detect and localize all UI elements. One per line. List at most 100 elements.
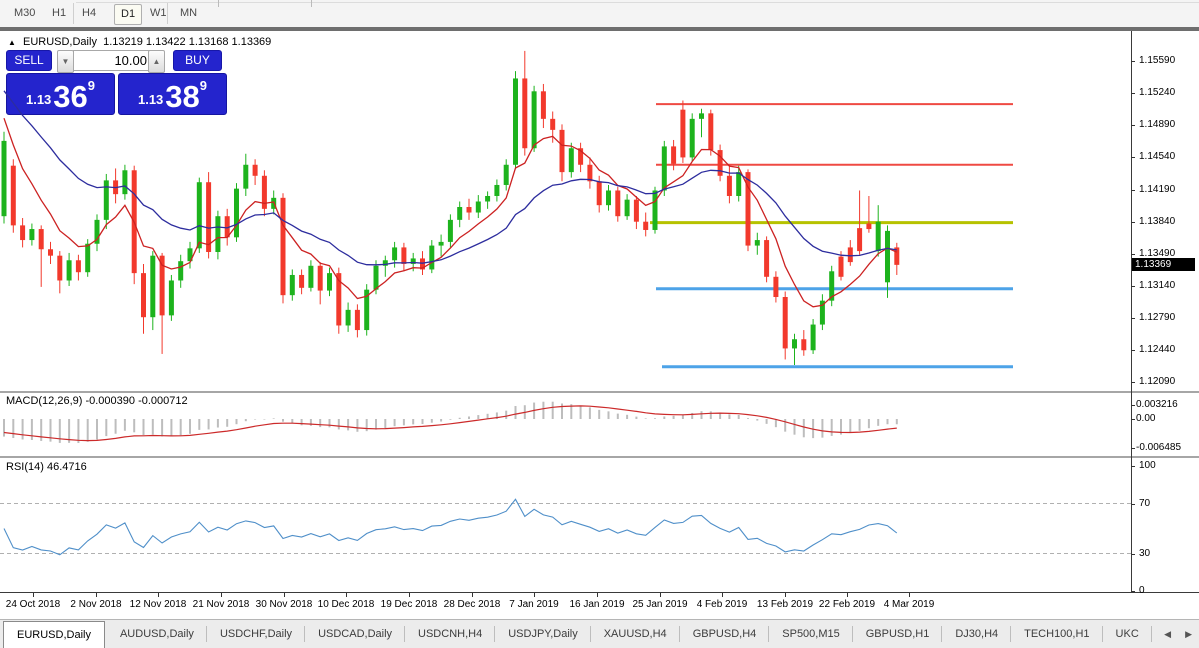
volume-input[interactable]: 10.00 — [73, 50, 152, 71]
axis-tick — [1131, 503, 1135, 505]
price-axis-label: 1.12440 — [1139, 344, 1176, 356]
price-axis-label: 1.15590 — [1139, 55, 1176, 66]
date-axis-label: 16 Jan 2019 — [569, 599, 625, 610]
sell-price-big: 36 — [53, 78, 88, 114]
date-tick — [284, 593, 285, 597]
axis-tick — [1131, 382, 1135, 384]
date-tick — [847, 593, 848, 597]
axis-tick — [1131, 61, 1135, 62]
chart-tab-ukc[interactable]: UKC — [1103, 620, 1152, 648]
chart-tab-gbpusd-h1[interactable]: GBPUSD,H1 — [853, 620, 943, 648]
date-axis-label: 30 Nov 2018 — [255, 599, 313, 610]
date-axis-label: 25 Jan 2019 — [632, 599, 688, 610]
axis-tick — [1131, 404, 1135, 406]
chart-tab-usdcnh-h4[interactable]: USDCNH,H4 — [405, 620, 496, 648]
chart-tabbar: EURUSD,Daily AUDUSD,Daily USDCHF,Daily USDC… — [0, 619, 1199, 648]
date-axis-label: 12 Nov 2018 — [129, 599, 187, 610]
axis-tick — [1131, 419, 1135, 420]
symbol-label: EURUSD,Daily — [22, 36, 97, 48]
price-axis-label: 1.15240 — [1139, 87, 1176, 99]
tabs-scroll-right-icon[interactable]: ▶ — [1185, 628, 1192, 639]
date-axis-line — [0, 592, 1199, 593]
timeframe-button-d1[interactable]: D1 — [114, 4, 143, 25]
buy-price-sup: 9 — [199, 78, 208, 93]
buy-price-big: 38 — [165, 78, 200, 114]
toolbar-separator — [73, 3, 74, 24]
window-edge-line — [76, 2, 1199, 3]
date-tick — [158, 593, 159, 597]
chart-tab-usdchf-daily[interactable]: USDCHF,Daily — [207, 620, 306, 648]
axis-tick — [1131, 350, 1135, 352]
date-tick — [909, 593, 910, 597]
chart-tab-sp500-m15[interactable]: SP500,M15 — [769, 620, 854, 648]
timeframe-button-mn[interactable]: MN — [180, 7, 198, 19]
tabs-scroll-left-icon[interactable]: ◀ — [1164, 628, 1172, 639]
collapse-triangle-icon[interactable]: ▲ — [8, 38, 16, 47]
window-edge-tick — [218, 0, 219, 7]
date-tick — [534, 593, 535, 597]
date-axis-label: 21 Nov 2018 — [192, 599, 250, 610]
rsi-axis-label: 0 — [1139, 585, 1145, 596]
timeframe-toolbar: M30 H1 H4 D1 W1 MN — [0, 0, 1199, 27]
date-axis-label: 22 Feb 2019 — [818, 599, 876, 610]
buy-button[interactable]: BUY — [173, 50, 222, 71]
chart-tab-xauusd-h4[interactable]: XAUUSD,H4 — [591, 620, 680, 648]
axis-tick — [1131, 466, 1135, 467]
macd-axis-label: -0.006485 — [1136, 442, 1182, 453]
date-tick — [346, 593, 347, 597]
sell-price-button[interactable]: 1.13 36 9 — [6, 73, 115, 115]
timeframe-button-h1[interactable]: H1 — [52, 7, 67, 19]
window-edge-tick — [311, 0, 312, 7]
price-axis-label: 1.13140 — [1139, 279, 1176, 291]
volume-increase-button[interactable]: ▲ — [148, 50, 165, 73]
macd-label: MACD(12,26,9) -0.000390 -0.000712 — [6, 395, 188, 407]
chart-tab-gbpusd-h4[interactable]: GBPUSD,H4 — [680, 620, 770, 648]
price-axis-label: 1.14890 — [1139, 119, 1176, 131]
price-axis-label: 1.14190 — [1139, 183, 1176, 195]
date-tick — [785, 593, 786, 597]
sell-price-base: 1.13 — [25, 92, 52, 107]
chart-tab-dj30-h4[interactable]: DJ30,H4 — [942, 620, 1011, 648]
date-axis-label: 13 Feb 2019 — [756, 599, 814, 610]
sell-button[interactable]: SELL — [6, 50, 52, 71]
axis-tick — [1131, 253, 1135, 255]
buy-price-button[interactable]: 1.13 38 9 — [118, 73, 227, 115]
date-axis-label: 28 Dec 2018 — [443, 599, 501, 610]
price-axis-label: 1.13840 — [1139, 215, 1176, 227]
chart-tab-eurusd-daily[interactable]: EURUSD,Daily — [3, 621, 105, 648]
date-tick — [597, 593, 598, 597]
date-tick — [33, 593, 34, 597]
axis-tick — [1131, 285, 1135, 287]
toolbar-separator — [167, 3, 168, 24]
date-tick — [409, 593, 410, 597]
axis-tick — [1131, 125, 1135, 127]
timeframe-button-h4[interactable]: H4 — [82, 7, 97, 19]
date-tick — [722, 593, 723, 597]
date-axis-label: 4 Feb 2019 — [696, 599, 748, 610]
chart-tab-usdjpy-daily[interactable]: USDJPY,Daily — [495, 620, 591, 648]
axis-tick — [1131, 93, 1135, 95]
rsi-axis-label: 100 — [1139, 460, 1156, 471]
date-tick — [660, 593, 661, 597]
chart-tab-audusd-daily[interactable]: AUDUSD,Daily — [107, 620, 207, 648]
date-tick — [96, 593, 97, 597]
chart-tab-usdcad-daily[interactable]: USDCAD,Daily — [305, 620, 406, 648]
rsi-axis-label: 30 — [1139, 547, 1151, 559]
date-axis-label: 24 Oct 2018 — [5, 599, 61, 610]
date-axis-label: 10 Dec 2018 — [317, 599, 375, 610]
date-axis-label: 2 Nov 2018 — [70, 599, 122, 610]
axis-tick — [1131, 189, 1135, 191]
price-axis-label: 1.14540 — [1139, 151, 1176, 163]
macd-panel-divider[interactable] — [0, 391, 1199, 394]
rsi-axis-label: 70 — [1139, 497, 1151, 509]
date-axis-label: 7 Jan 2019 — [509, 599, 559, 610]
sell-price-sup: 9 — [87, 78, 96, 93]
axis-tick — [1131, 221, 1135, 223]
date-tick — [221, 593, 222, 597]
rsi-panel-divider[interactable] — [0, 456, 1199, 459]
chart-tab-tech100-h1[interactable]: TECH100,H1 — [1011, 620, 1103, 648]
timeframe-button-m30[interactable]: M30 — [14, 7, 36, 19]
timeframe-button-w1[interactable]: W1 — [150, 7, 167, 19]
current-price-tag: 1.13369 — [1132, 258, 1195, 272]
